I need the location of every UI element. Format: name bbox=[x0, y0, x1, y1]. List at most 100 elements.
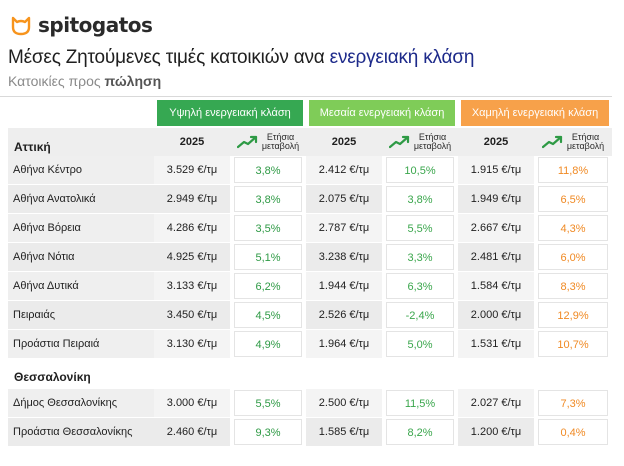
change-high: 4,5% bbox=[230, 301, 307, 330]
change-mid: 5,5% bbox=[382, 214, 459, 243]
col-change-low: Ετήσια μεταβολή bbox=[534, 128, 613, 156]
table-row: Δήμος Θεσσαλονίκης 3.000 €/τμ 5,5% 2.500 €/… bbox=[8, 389, 613, 418]
brand-name: spitogatos bbox=[38, 13, 153, 37]
price-mid: 1.964 €/τμ bbox=[306, 330, 383, 359]
price-high: 3.000 €/τμ bbox=[154, 389, 230, 418]
price-mid: 2.075 €/τμ bbox=[306, 185, 383, 214]
table-row: Προάστια Πειραιά 3.130 €/τμ 4,9% 1.964 €/τμ… bbox=[8, 330, 613, 359]
price-mid: 2.500 €/τμ bbox=[306, 389, 383, 418]
band-empty bbox=[8, 98, 154, 128]
change-high: 5,1% bbox=[230, 243, 307, 272]
price-high: 3.529 €/τμ bbox=[154, 156, 230, 185]
change-high: 3,8% bbox=[230, 185, 307, 214]
section-title-attica: Αττική bbox=[8, 128, 154, 156]
change-mid: 3,3% bbox=[382, 243, 459, 272]
price-low: 1.949 €/τμ bbox=[458, 185, 535, 214]
price-high: 3.133 €/τμ bbox=[154, 272, 230, 301]
price-high: 3.450 €/τμ bbox=[154, 301, 230, 330]
price-high: 2.460 €/τμ bbox=[154, 418, 230, 447]
area-name: Δήμος Θεσσαλονίκης bbox=[8, 389, 154, 418]
area-name: Αθήνα Ανατολικά bbox=[8, 185, 154, 214]
col-change-mid: Ετήσια μεταβολή bbox=[382, 128, 459, 156]
price-high: 4.286 €/τμ bbox=[154, 214, 230, 243]
col-year-low: 2025 bbox=[458, 128, 535, 156]
price-mid: 1.585 €/τμ bbox=[306, 418, 383, 447]
change-mid: 10,5% bbox=[382, 156, 459, 185]
area-name: Αθήνα Κέντρο bbox=[8, 156, 154, 185]
divider bbox=[0, 96, 612, 97]
cat-logo-icon bbox=[11, 16, 31, 36]
price-mid: 2.526 €/τμ bbox=[306, 301, 383, 330]
page-title: Μέσες Ζητούμενες τιμές κατοικιών ανα ενε… bbox=[8, 47, 475, 68]
table-row: Αθήνα Νότια 4.925 €/τμ 5,1% 3.238 €/τμ 3,3% 2… bbox=[8, 243, 613, 272]
area-name: Αθήνα Νότια bbox=[8, 243, 154, 272]
price-high: 3.130 €/τμ bbox=[154, 330, 230, 359]
trend-up-icon bbox=[236, 135, 257, 148]
trend-up-icon bbox=[388, 135, 409, 148]
change-low: 6,0% bbox=[534, 243, 613, 272]
area-name: Προάστια Θεσσαλονίκης bbox=[8, 418, 154, 447]
change-mid: 8,2% bbox=[382, 418, 459, 447]
area-name: Πειραιάς bbox=[8, 301, 154, 330]
area-name: Προάστια Πειραιά bbox=[8, 330, 154, 359]
brand-logo: spitogatos bbox=[10, 12, 153, 38]
class-low-header: Χαμηλή ενεργειακή κλάση bbox=[458, 98, 612, 128]
price-low: 1.915 €/τμ bbox=[458, 156, 535, 185]
price-mid: 2.787 €/τμ bbox=[306, 214, 383, 243]
class-mid-header: Μεσαία ενεργειακή κλάση bbox=[306, 98, 458, 128]
change-high: 4,9% bbox=[230, 330, 307, 359]
change-label-line2: μεταβολή bbox=[413, 140, 452, 151]
price-low: 1.200 €/τμ bbox=[458, 418, 535, 447]
price-table: Υψηλή ενεργειακή κλάση Μεσαία ενεργειακή… bbox=[8, 98, 613, 447]
change-high: 3,5% bbox=[230, 214, 307, 243]
price-low: 1.531 €/τμ bbox=[458, 330, 535, 359]
change-label-line2: μεταβολή bbox=[261, 140, 300, 151]
change-label-line2: μεταβολή bbox=[566, 140, 605, 151]
price-mid: 1.944 €/τμ bbox=[306, 272, 383, 301]
price-low: 2.481 €/τμ bbox=[458, 243, 535, 272]
area-name: Αθήνα Δυτικά bbox=[8, 272, 154, 301]
col-year-mid: 2025 bbox=[306, 128, 383, 156]
change-mid: 5,0% bbox=[382, 330, 459, 359]
change-low: 0,4% bbox=[534, 418, 613, 447]
change-low: 7,3% bbox=[534, 389, 613, 418]
table-row: Αθήνα Ανατολικά 2.949 €/τμ 3,8% 2.075 €/τμ 3… bbox=[8, 185, 613, 214]
section-title: Θεσσαλονίκη bbox=[8, 365, 613, 389]
price-mid: 3.238 €/τμ bbox=[306, 243, 383, 272]
change-low: 6,5% bbox=[534, 185, 613, 214]
col-year-high: 2025 bbox=[154, 128, 230, 156]
change-low: 10,7% bbox=[534, 330, 613, 359]
price-low: 2.027 €/τμ bbox=[458, 389, 535, 418]
change-high: 3,8% bbox=[230, 156, 307, 185]
change-mid: 6,3% bbox=[382, 272, 459, 301]
table-row: Αθήνα Κέντρο 3.529 €/τμ 3,8% 2.412 €/τμ 10,5… bbox=[8, 156, 613, 185]
trend-up-icon bbox=[541, 135, 562, 148]
change-low: 4,3% bbox=[534, 214, 613, 243]
change-mid: 3,8% bbox=[382, 185, 459, 214]
table-row: Προάστια Θεσσαλονίκης 2.460 €/τμ 9,3% 1.585… bbox=[8, 418, 613, 447]
class-high-header: Υψηλή ενεργειακή κλάση bbox=[154, 98, 306, 128]
title-accent: ενεργειακή κλάση bbox=[329, 47, 475, 68]
table-row: Αθήνα Βόρεια 4.286 €/τμ 3,5% 2.787 €/τμ 5,5%… bbox=[8, 214, 613, 243]
change-mid: 11,5% bbox=[382, 389, 459, 418]
table-row: Αθήνα Δυτικά 3.133 €/τμ 6,2% 1.944 €/τμ 6,3%… bbox=[8, 272, 613, 301]
change-high: 5,5% bbox=[230, 389, 307, 418]
change-high: 6,2% bbox=[230, 272, 307, 301]
price-low: 2.667 €/τμ bbox=[458, 214, 535, 243]
area-name: Αθήνα Βόρεια bbox=[8, 214, 154, 243]
price-mid: 2.412 €/τμ bbox=[306, 156, 383, 185]
change-label-line1: Ετήσια bbox=[571, 131, 600, 142]
change-mid: -2,4% bbox=[382, 301, 459, 330]
col-change-high: Ετήσια μεταβολή bbox=[230, 128, 307, 156]
change-low: 11,8% bbox=[534, 156, 613, 185]
price-high: 4.925 €/τμ bbox=[154, 243, 230, 272]
change-low: 12,9% bbox=[534, 301, 613, 330]
price-low: 1.584 €/τμ bbox=[458, 272, 535, 301]
change-label-line1: Ετήσια bbox=[266, 131, 295, 142]
change-label-line1: Ετήσια bbox=[418, 131, 447, 142]
subtitle-bold: πώληση bbox=[104, 73, 162, 89]
change-low: 8,3% bbox=[534, 272, 613, 301]
page-subtitle: Κατοικίες προς πώληση bbox=[8, 73, 162, 89]
change-high: 9,3% bbox=[230, 418, 307, 447]
price-high: 2.949 €/τμ bbox=[154, 185, 230, 214]
